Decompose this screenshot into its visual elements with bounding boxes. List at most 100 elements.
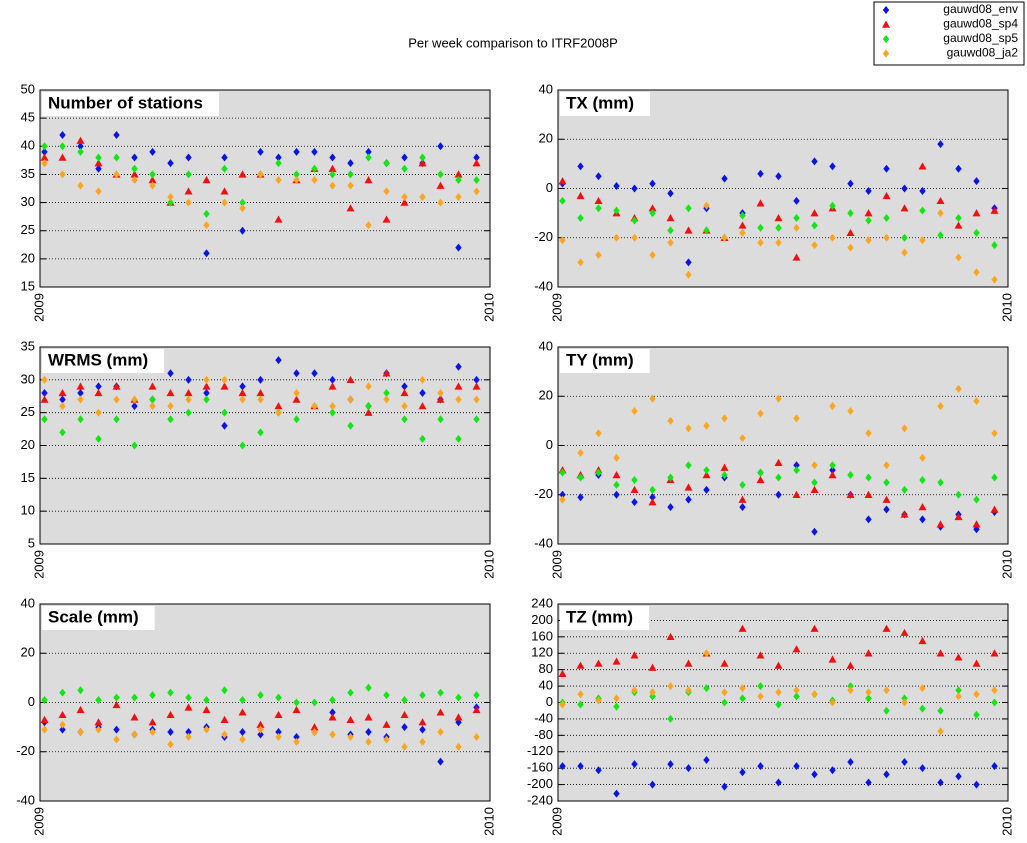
diamond-marker: [613, 182, 620, 191]
diamond-marker: [703, 226, 710, 235]
triangle-marker: [792, 490, 801, 498]
diamond-marker: [883, 706, 890, 715]
diamond-marker: [685, 686, 692, 695]
triangle-marker: [238, 170, 247, 178]
diamond-marker: [365, 221, 372, 230]
triangle-marker: [40, 153, 49, 161]
diamond-marker: [149, 728, 156, 737]
diamond-marker: [793, 466, 800, 475]
diamond-marker: [721, 471, 728, 480]
diamond-marker: [577, 690, 584, 699]
diamond-marker: [167, 415, 174, 424]
triangle-marker: [828, 655, 837, 663]
triangle-marker: [648, 498, 657, 506]
triangle-marker: [400, 198, 409, 206]
diamond-marker: [883, 686, 890, 695]
y-tick-label: -40: [534, 710, 553, 725]
y-tick-label: 25: [21, 404, 35, 419]
diamond-marker: [473, 375, 480, 384]
triangle-marker: [274, 215, 283, 223]
diamond-marker: [239, 441, 246, 450]
diamond-marker: [667, 416, 674, 425]
diamond-marker: [203, 221, 210, 230]
diamond-marker: [113, 735, 120, 744]
diamond-marker: [721, 688, 728, 697]
diamond-marker: [631, 184, 638, 193]
diamond-marker: [401, 402, 408, 411]
diamond-marker: [757, 409, 764, 418]
diamond-marker: [595, 429, 602, 438]
x-tick-label: 2009: [549, 550, 564, 579]
diamond-marker: [437, 415, 444, 424]
diamond-marker: [77, 728, 84, 737]
diamond-marker: [883, 233, 890, 242]
diamond-marker: [455, 192, 462, 201]
diamond-marker: [221, 375, 228, 384]
diamond-marker: [257, 375, 264, 384]
diamond-marker: [293, 170, 300, 179]
x-tick-label: 2010: [481, 807, 496, 836]
diamond-marker: [559, 490, 566, 499]
diamond-marker: [577, 258, 584, 267]
diamond-marker: [829, 698, 836, 707]
triangle-marker: [472, 382, 481, 390]
triangle-marker: [648, 663, 657, 671]
diamond-marker: [991, 429, 998, 438]
diamond-marker: [329, 402, 336, 411]
diamond-marker: [383, 735, 390, 744]
triangle-marker: [702, 471, 711, 479]
triangle-marker: [900, 204, 909, 212]
triangle-marker: [346, 375, 355, 384]
triangle-marker: [436, 395, 445, 403]
legend-label: gauwd08_sp4: [943, 17, 1018, 31]
triangle-marker: [558, 177, 567, 185]
diamond-marker: [383, 388, 390, 397]
diamond-marker: [473, 176, 480, 185]
triangle-marker: [864, 649, 873, 657]
diamond-marker: [577, 493, 584, 502]
diamond-marker: [973, 710, 980, 719]
diamond-marker: [203, 725, 210, 734]
panel-title-box: [560, 349, 650, 373]
diamond-marker: [167, 369, 174, 378]
triangle-marker: [828, 471, 837, 479]
triangle-marker: [810, 485, 819, 494]
triangle-marker: [576, 191, 585, 200]
triangle-marker: [382, 720, 391, 728]
diamond-marker: [329, 408, 336, 417]
diamond-marker: [847, 471, 854, 480]
diamond-marker: [95, 164, 102, 173]
diamond-marker: [185, 375, 192, 384]
diamond-marker: [77, 415, 84, 424]
y-tick-label: 30: [21, 194, 35, 209]
diamond-marker: [113, 170, 120, 179]
diamond-marker: [955, 253, 962, 262]
x-tick-label: 2009: [31, 807, 46, 836]
triangle-marker: [918, 503, 927, 511]
triangle-marker: [130, 170, 139, 178]
diamond-marker: [685, 461, 692, 470]
triangle-marker: [558, 669, 567, 677]
legend-label: gauwd08_ja2: [947, 46, 1019, 60]
diamond-marker: [221, 198, 228, 207]
triangle-marker: [184, 388, 193, 397]
triangle-marker: [882, 495, 891, 503]
diamond-marker: [311, 728, 318, 737]
diamond-marker: [703, 649, 710, 658]
diamond-marker: [955, 384, 962, 393]
diamond-marker: [77, 181, 84, 190]
diamond-marker: [329, 375, 336, 384]
diamond-marker: [275, 159, 282, 168]
diamond-marker: [347, 688, 354, 697]
y-tick-label: 240: [531, 595, 553, 610]
diamond-marker: [419, 725, 426, 734]
y-tick-label: 200: [531, 612, 553, 627]
diamond-marker: [257, 428, 264, 437]
triangle-marker: [864, 490, 873, 498]
triangle-marker: [418, 718, 427, 726]
x-tick-label: 2009: [549, 293, 564, 322]
diamond-marker: [77, 388, 84, 397]
diamond-marker: [95, 725, 102, 734]
diamond-marker: [793, 414, 800, 423]
